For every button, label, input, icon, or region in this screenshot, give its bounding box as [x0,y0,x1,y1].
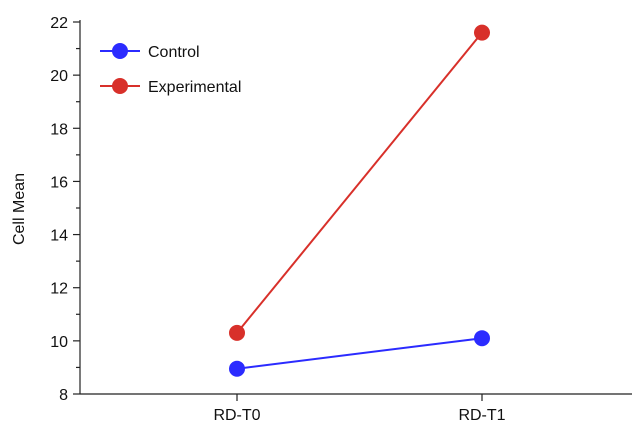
data-point [474,330,490,347]
axes [79,20,632,395]
series-control [229,330,490,377]
y-tick-label: 12 [50,281,68,298]
legend-item: Control [100,43,200,61]
legend-label: Control [148,44,200,61]
x-tick-label: RD-T0 [213,407,260,422]
legend-swatch-marker [112,43,128,59]
series-line [236,337,483,370]
y-tick-label: 16 [50,174,68,191]
legend-label: Experimental [148,79,241,96]
legend: Control Experimental [100,43,241,96]
y-tick-label: 18 [50,121,68,138]
y-tick-label: 20 [50,68,68,85]
x-ticks: RD-T0 RD-T1 [213,394,506,422]
data-point [229,324,245,341]
y-ticks: 8 10 12 14 16 18 20 22 [50,15,80,404]
legend-item: Experimental [100,78,241,96]
series-experimental [229,24,490,341]
y-tick-label: 14 [50,228,68,245]
data-point [229,360,245,377]
data-point [474,24,490,41]
y-tick-label: 10 [50,334,68,351]
y-tick-label: 22 [50,15,68,32]
x-tick-label: RD-T1 [458,407,505,422]
y-axis-title: Cell Mean [11,173,28,245]
series-line [236,31,483,334]
y-tick-label: 8 [59,387,68,404]
series-layer [229,24,490,377]
legend-swatch-marker [112,78,128,94]
